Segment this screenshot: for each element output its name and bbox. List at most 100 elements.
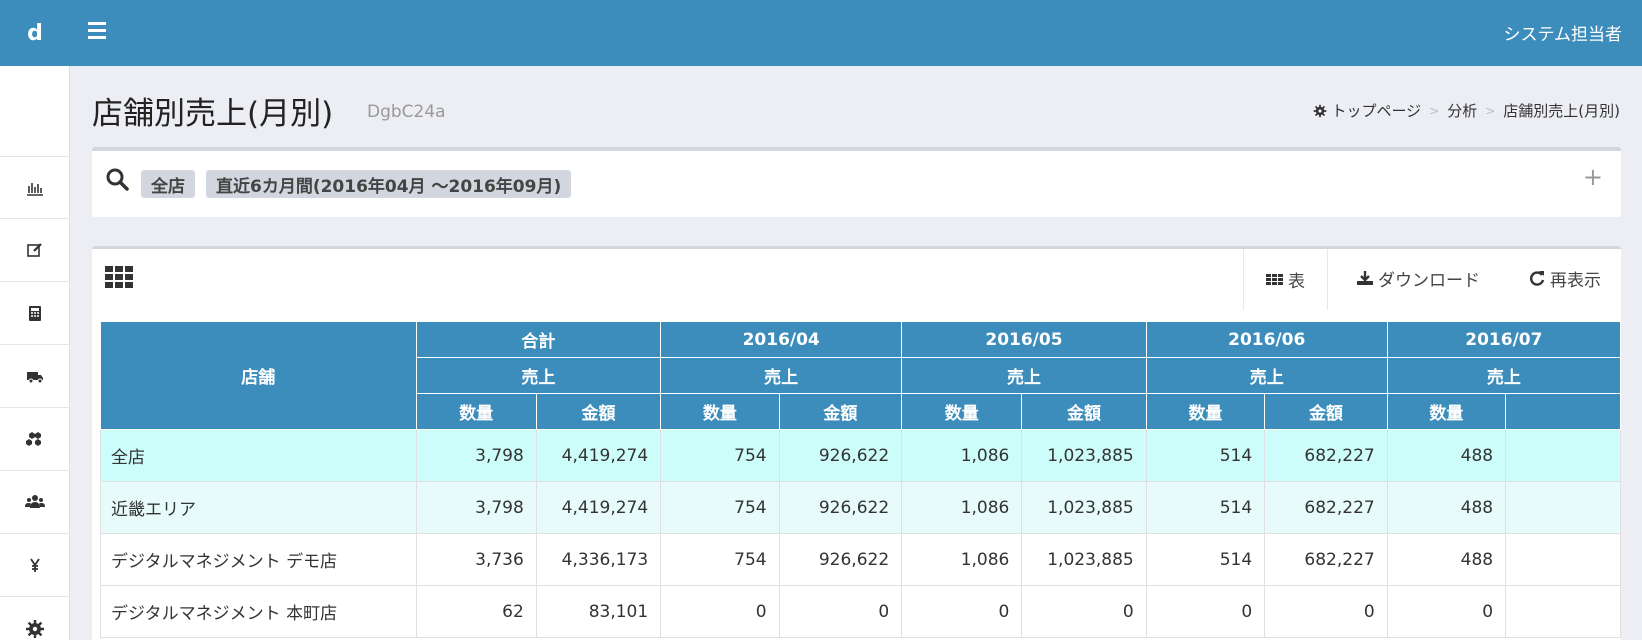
value-cell bbox=[1505, 429, 1621, 482]
tab-table-label: 表 bbox=[1288, 272, 1305, 292]
value-cell bbox=[1505, 533, 1621, 586]
filter-panel: 全店 直近6カ月間(2016年04月 〜2016年09月) + bbox=[92, 147, 1621, 217]
value-cell: 754 bbox=[660, 533, 780, 586]
value-cell: 1,023,885 bbox=[1021, 481, 1147, 534]
value-cell: 3,798 bbox=[415, 429, 537, 482]
value-cell: 0 bbox=[1264, 585, 1388, 638]
sales-group-header: 売上 bbox=[415, 357, 662, 394]
table-row[interactable]: 近畿エリア 3,798 4,419,274 754 926,622 1,086 … bbox=[100, 481, 1621, 534]
sales-group-header: 売上 bbox=[1386, 357, 1621, 394]
tab-table[interactable]: 表 bbox=[1243, 249, 1328, 310]
edit-icon bbox=[27, 243, 42, 257]
gear-icon bbox=[1314, 104, 1327, 117]
value-cell: 682,227 bbox=[1264, 429, 1388, 482]
store-cell: デジタルマネジメント デモ店 bbox=[100, 533, 417, 586]
value-cell: 926,622 bbox=[778, 429, 903, 482]
period-header: 合計 bbox=[415, 321, 662, 358]
sidebar bbox=[0, 66, 70, 640]
expand-filter-button[interactable]: + bbox=[1582, 163, 1603, 191]
sidebar-item-delivery[interactable] bbox=[0, 345, 70, 408]
search-icon[interactable] bbox=[105, 167, 131, 193]
truck-icon bbox=[27, 372, 43, 384]
value-cell: 0 bbox=[1386, 585, 1507, 638]
sidebar-item-products[interactable] bbox=[0, 408, 70, 471]
value-cell: 682,227 bbox=[1264, 481, 1388, 534]
sidebar-item-edit[interactable] bbox=[0, 219, 70, 282]
sidebar-item-calculator[interactable] bbox=[0, 282, 70, 345]
value-cell: 4,419,274 bbox=[535, 481, 662, 534]
table-row[interactable]: 全店 3,798 4,419,274 754 926,622 1,086 1,0… bbox=[100, 429, 1621, 482]
sales-group-header: 売上 bbox=[660, 357, 903, 394]
amount-header[interactable] bbox=[1505, 393, 1621, 430]
table-row[interactable]: デジタルマネジメント デモ店 3,736 4,336,173 754 926,6… bbox=[100, 533, 1621, 586]
value-cell: 926,622 bbox=[778, 481, 903, 534]
value-cell bbox=[1505, 585, 1621, 638]
store-cell: 全店 bbox=[100, 429, 417, 482]
amount-header[interactable]: 金額 bbox=[1021, 393, 1147, 430]
breadcrumb-current: 店舗別売上(月別) bbox=[1503, 102, 1620, 120]
value-cell: 4,336,173 bbox=[535, 533, 662, 586]
sales-table: 店舗 合計 2016/04 2016/05 2016/06 2016/07 売上… bbox=[100, 321, 1621, 638]
value-cell: 1,086 bbox=[901, 429, 1023, 482]
value-cell: 0 bbox=[660, 585, 780, 638]
value-cell: 488 bbox=[1386, 429, 1507, 482]
bar-chart-icon bbox=[27, 182, 43, 196]
sidebar-item-finance[interactable] bbox=[0, 534, 70, 597]
qty-header[interactable]: 数量 bbox=[1145, 393, 1266, 430]
amount-header[interactable]: 金額 bbox=[778, 393, 903, 430]
breadcrumb-separator: > bbox=[1429, 103, 1440, 118]
menu-toggle-icon[interactable] bbox=[88, 22, 108, 42]
qty-header[interactable]: 数量 bbox=[1386, 393, 1507, 430]
breadcrumb-analysis[interactable]: 分析 bbox=[1447, 102, 1478, 120]
qty-header[interactable]: 数量 bbox=[660, 393, 780, 430]
filter-tag-store[interactable]: 全店 bbox=[141, 170, 195, 198]
user-menu[interactable]: システム担当者 bbox=[1503, 25, 1623, 45]
value-cell: 926,622 bbox=[778, 533, 903, 586]
table-icon bbox=[1266, 273, 1283, 285]
period-header: 2016/06 bbox=[1145, 321, 1388, 358]
value-cell: 488 bbox=[1386, 533, 1507, 586]
filter-tag-period[interactable]: 直近6カ月間(2016年04月 〜2016年09月) bbox=[206, 170, 572, 198]
refresh-icon bbox=[1530, 271, 1545, 286]
page-title: 店舗別売上(月別) bbox=[92, 96, 334, 132]
value-cell bbox=[1505, 481, 1621, 534]
value-cell: 488 bbox=[1386, 481, 1507, 534]
refresh-button[interactable]: 再表示 bbox=[1508, 249, 1621, 310]
store-cell: デジタルマネジメント 本町店 bbox=[100, 585, 417, 638]
value-cell: 4,419,274 bbox=[535, 429, 662, 482]
store-cell: 近畿エリア bbox=[100, 481, 417, 534]
report-panel: 表 ダウンロード 再表示 店舗 合計 2016/04 2016/05 2016/… bbox=[92, 246, 1621, 640]
value-cell: 1,086 bbox=[901, 533, 1023, 586]
amount-header[interactable]: 金額 bbox=[1264, 393, 1388, 430]
breadcrumb-home[interactable]: トップページ bbox=[1331, 102, 1422, 120]
grid-icon bbox=[105, 266, 133, 288]
gear-icon bbox=[26, 619, 44, 638]
sales-group-header: 売上 bbox=[901, 357, 1147, 394]
value-cell: 1,023,885 bbox=[1021, 533, 1147, 586]
refresh-label: 再表示 bbox=[1550, 270, 1601, 291]
value-cell: 3,736 bbox=[415, 533, 537, 586]
value-cell: 62 bbox=[415, 585, 537, 638]
users-icon bbox=[25, 495, 45, 508]
period-header: 2016/05 bbox=[901, 321, 1147, 358]
download-button[interactable]: ダウンロード bbox=[1328, 249, 1508, 310]
qty-header[interactable]: 数量 bbox=[415, 393, 537, 430]
value-cell: 0 bbox=[778, 585, 903, 638]
cubes-icon bbox=[26, 432, 41, 446]
value-cell: 3,798 bbox=[415, 481, 537, 534]
sidebar-item-analysis[interactable] bbox=[0, 156, 70, 219]
value-cell: 83,101 bbox=[535, 585, 662, 638]
table-row[interactable]: デジタルマネジメント 本町店 62 83,101 0 0 0 0 0 0 0 bbox=[100, 585, 1621, 638]
amount-header[interactable]: 金額 bbox=[535, 393, 662, 430]
sidebar-item-settings[interactable] bbox=[0, 597, 70, 640]
store-column-header[interactable]: 店舗 bbox=[100, 321, 417, 430]
top-navbar: d システム担当者 bbox=[0, 0, 1642, 66]
value-cell: 514 bbox=[1145, 533, 1266, 586]
value-cell: 0 bbox=[1021, 585, 1147, 638]
sidebar-item-users[interactable] bbox=[0, 471, 70, 534]
value-cell: 682,227 bbox=[1264, 533, 1388, 586]
value-cell: 1,086 bbox=[901, 481, 1023, 534]
value-cell: 1,023,885 bbox=[1021, 429, 1147, 482]
app-logo[interactable]: d bbox=[27, 20, 43, 46]
qty-header[interactable]: 数量 bbox=[901, 393, 1023, 430]
